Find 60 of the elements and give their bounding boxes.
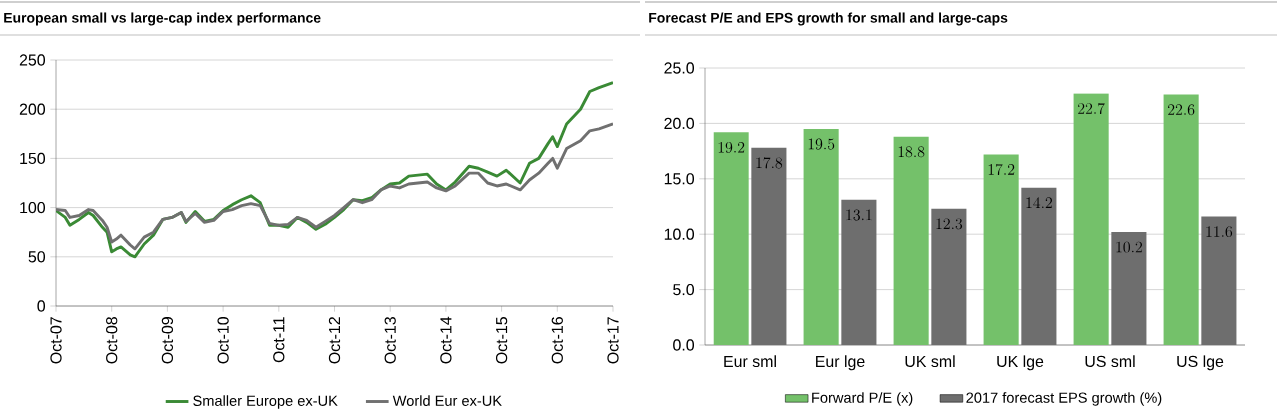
bar <box>1111 231 1147 345</box>
legend-label: Forward P/E (x) <box>812 392 913 406</box>
y-tick-label: 0 <box>37 300 46 312</box>
data-label: 19.2 <box>718 141 745 153</box>
x-tick-label: Oct-13 <box>384 317 396 364</box>
y-tick-label: 10.0 <box>664 228 695 240</box>
x-tick-label: Eur lge <box>816 355 865 371</box>
x-tick-label: UK sml <box>905 355 955 368</box>
x-tick-label: Oct-15 <box>495 317 508 364</box>
y-tick-label: 0.0 <box>673 339 695 351</box>
chart-title: European small vs large-cap index performance <box>4 12 321 26</box>
data-label: 19.5 <box>808 138 835 150</box>
data-label: 11 .6 <box>1206 226 1233 238</box>
chart-title: Forecast P/E and EPS growth for small and large-caps <box>649 12 1008 26</box>
data-label: 22.6 <box>1168 104 1195 116</box>
x-tick-label: Eur sml <box>724 355 776 368</box>
line-series <box>56 122 614 251</box>
x-tick-label: UK lge <box>997 355 1044 371</box>
x-tick-label: Oct-08 <box>106 317 118 364</box>
y-tick-label: 5.0 <box>673 283 695 296</box>
data-label: 14.2 <box>1026 197 1052 208</box>
x-tick-label: Oct-07 <box>50 317 62 364</box>
data-label: 10.2 <box>1116 241 1142 253</box>
y-tick-label: 15.0 <box>664 173 695 185</box>
y-tick-label: 20.0 <box>664 117 695 130</box>
x-tick-label: US sml <box>1085 355 1135 368</box>
legend-label: 2017 forecast EPS growth (%) <box>966 392 1162 406</box>
bar <box>893 136 929 345</box>
data-label: 17.8 <box>756 157 783 169</box>
data-label: 12.3 <box>936 218 963 230</box>
bar <box>713 132 749 345</box>
bar <box>751 147 787 345</box>
data-label: 22.7 <box>1078 102 1105 115</box>
y-tick-label: 250 <box>19 54 46 66</box>
bar <box>841 199 877 345</box>
bar <box>1073 93 1109 345</box>
data-label: 13. 1 <box>846 209 872 221</box>
bar <box>1201 216 1237 345</box>
x-tick-label: Oct-16 <box>551 317 563 364</box>
bar <box>1163 94 1199 345</box>
x-tick-label: Oct-11 <box>273 317 285 363</box>
bar <box>983 154 1019 345</box>
y-tick-label: 50 <box>28 251 46 263</box>
x-tick-label: Oct-09 <box>161 317 174 364</box>
bar <box>1021 187 1057 345</box>
y-tick-label: 150 <box>20 152 46 165</box>
data-label: 17.2 <box>988 163 1015 176</box>
x-tick-label: US lge <box>1177 355 1224 371</box>
legend-label: World Eur ex-UK <box>392 395 502 406</box>
y-tick-label: 100 <box>20 201 46 214</box>
x-tick-label: Oct-12 <box>328 317 341 364</box>
y-tick-label: 25.0 <box>664 62 695 74</box>
x-tick-label: Oct-17 <box>607 317 619 364</box>
x-tick-label: Oct-14 <box>440 316 452 364</box>
bar <box>931 208 967 345</box>
legend-label: Smaller Europe ex-UK <box>193 395 338 409</box>
x-tick-label: Oct-10 <box>217 316 229 364</box>
bar <box>803 128 839 345</box>
data-label: 18.8 <box>898 146 925 158</box>
y-tick-label: 200 <box>19 103 46 115</box>
